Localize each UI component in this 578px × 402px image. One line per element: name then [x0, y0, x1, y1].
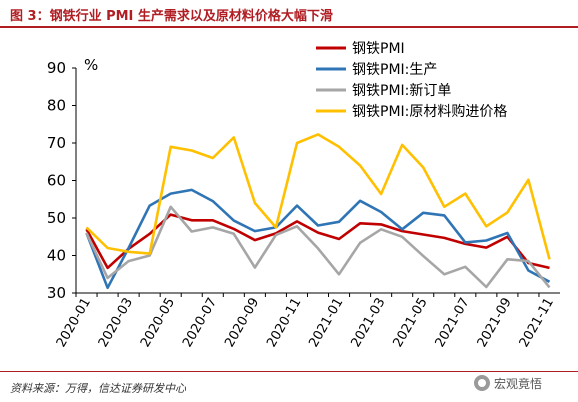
source-divider: [0, 371, 578, 372]
x-tick-label: 2020-07: [180, 296, 220, 351]
x-tick-label: 2021-07: [433, 295, 473, 350]
figure-title: 图 3：钢铁行业 PMI 生产需求以及原材料价格大幅下滑: [10, 9, 333, 24]
watermark: 宏观竟悟: [474, 372, 542, 394]
y-tick-label: 70: [47, 134, 66, 152]
x-tick-label: 2021-05: [391, 296, 431, 351]
series-line-4: [85, 133, 551, 260]
x-tick-label: 2020-01: [54, 296, 94, 351]
y-tick-label: 80: [47, 97, 66, 115]
y-tick-label: 30: [47, 284, 66, 302]
figure-title-bar: 图 3：钢铁行业 PMI 生产需求以及原材料价格大幅下滑: [0, 0, 578, 28]
series-line-3: [85, 205, 551, 289]
legend-label: 钢铁PMI:原材料购进价格: [352, 104, 507, 120]
legend-label: 钢铁PMI:生产: [352, 62, 437, 78]
data-source: 资料来源：万得，信达证券研发中心: [10, 382, 186, 395]
wechat-icon: [474, 375, 490, 391]
y-unit-label: %: [84, 56, 98, 74]
x-tick-label: 2020-05: [138, 296, 178, 351]
y-tick-label: 50: [47, 209, 66, 227]
y-tick-label: 40: [47, 247, 66, 265]
x-tick-label: 2020-03: [96, 296, 136, 351]
watermark-text: 宏观竟悟: [494, 376, 543, 391]
legend-label: 钢铁PMI:新订单: [352, 83, 451, 99]
x-tick-label: 2021-11: [517, 296, 557, 351]
x-tick-label: 2021-01: [306, 296, 346, 351]
x-tick-label: 2021-09: [475, 296, 515, 351]
x-tick-label: 2021-03: [348, 296, 388, 351]
series-line-2: [85, 188, 551, 290]
legend-label: 钢铁PMI: [352, 41, 405, 57]
x-tick-label: 2020-09: [222, 296, 262, 351]
x-tick-label: 2020-11: [264, 296, 304, 351]
y-tick-label: 90: [47, 59, 66, 77]
y-tick-label: 60: [47, 172, 66, 190]
